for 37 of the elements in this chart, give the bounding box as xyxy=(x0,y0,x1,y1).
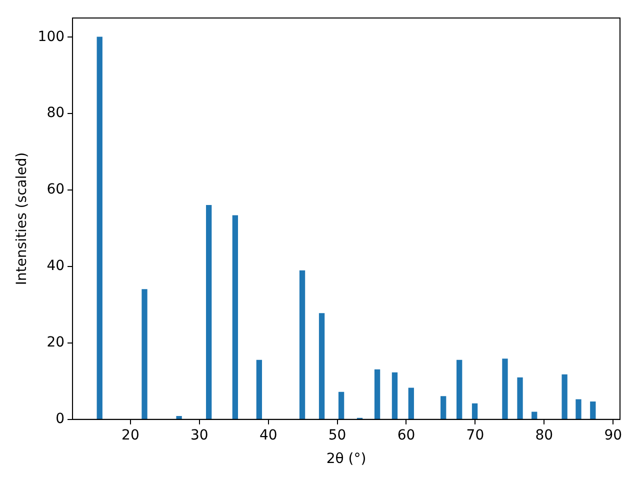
y-tick-label: 40 xyxy=(46,258,65,274)
y-axis-title: Intensities (scaled) xyxy=(14,152,30,286)
bar xyxy=(408,388,414,420)
x-tick-label: 40 xyxy=(259,427,278,444)
bar xyxy=(502,358,508,420)
bar xyxy=(232,215,238,420)
bar xyxy=(456,360,462,420)
bar xyxy=(256,360,262,420)
bar xyxy=(96,36,102,420)
bar xyxy=(374,369,380,420)
bar xyxy=(299,270,306,420)
bar xyxy=(176,416,182,420)
bar xyxy=(576,399,582,420)
bar xyxy=(318,313,325,420)
x-tick-label: 20 xyxy=(122,427,140,444)
bar xyxy=(206,204,212,420)
x-tick-label: 30 xyxy=(190,427,208,444)
bar xyxy=(338,392,344,420)
y-tick-label: 100 xyxy=(38,28,65,45)
bar xyxy=(517,377,523,420)
bar xyxy=(392,372,398,420)
x-tick-label: 70 xyxy=(466,427,484,444)
bar xyxy=(142,289,148,420)
x-axis-title: 2θ (°) xyxy=(326,451,366,468)
y-tick-label: 80 xyxy=(46,105,65,122)
bar xyxy=(440,396,446,420)
x-tick-label: 80 xyxy=(535,427,554,444)
bar xyxy=(532,412,538,420)
y-tick-label: 0 xyxy=(56,411,65,428)
x-tick-label: 50 xyxy=(328,427,346,444)
y-tick-label: 20 xyxy=(46,334,65,351)
bar xyxy=(590,401,596,420)
x-tick-label: 60 xyxy=(397,427,416,444)
y-tick-label: 60 xyxy=(46,182,65,198)
x-tick-label: 90 xyxy=(604,427,622,444)
bar xyxy=(562,374,568,420)
bar xyxy=(472,403,478,420)
